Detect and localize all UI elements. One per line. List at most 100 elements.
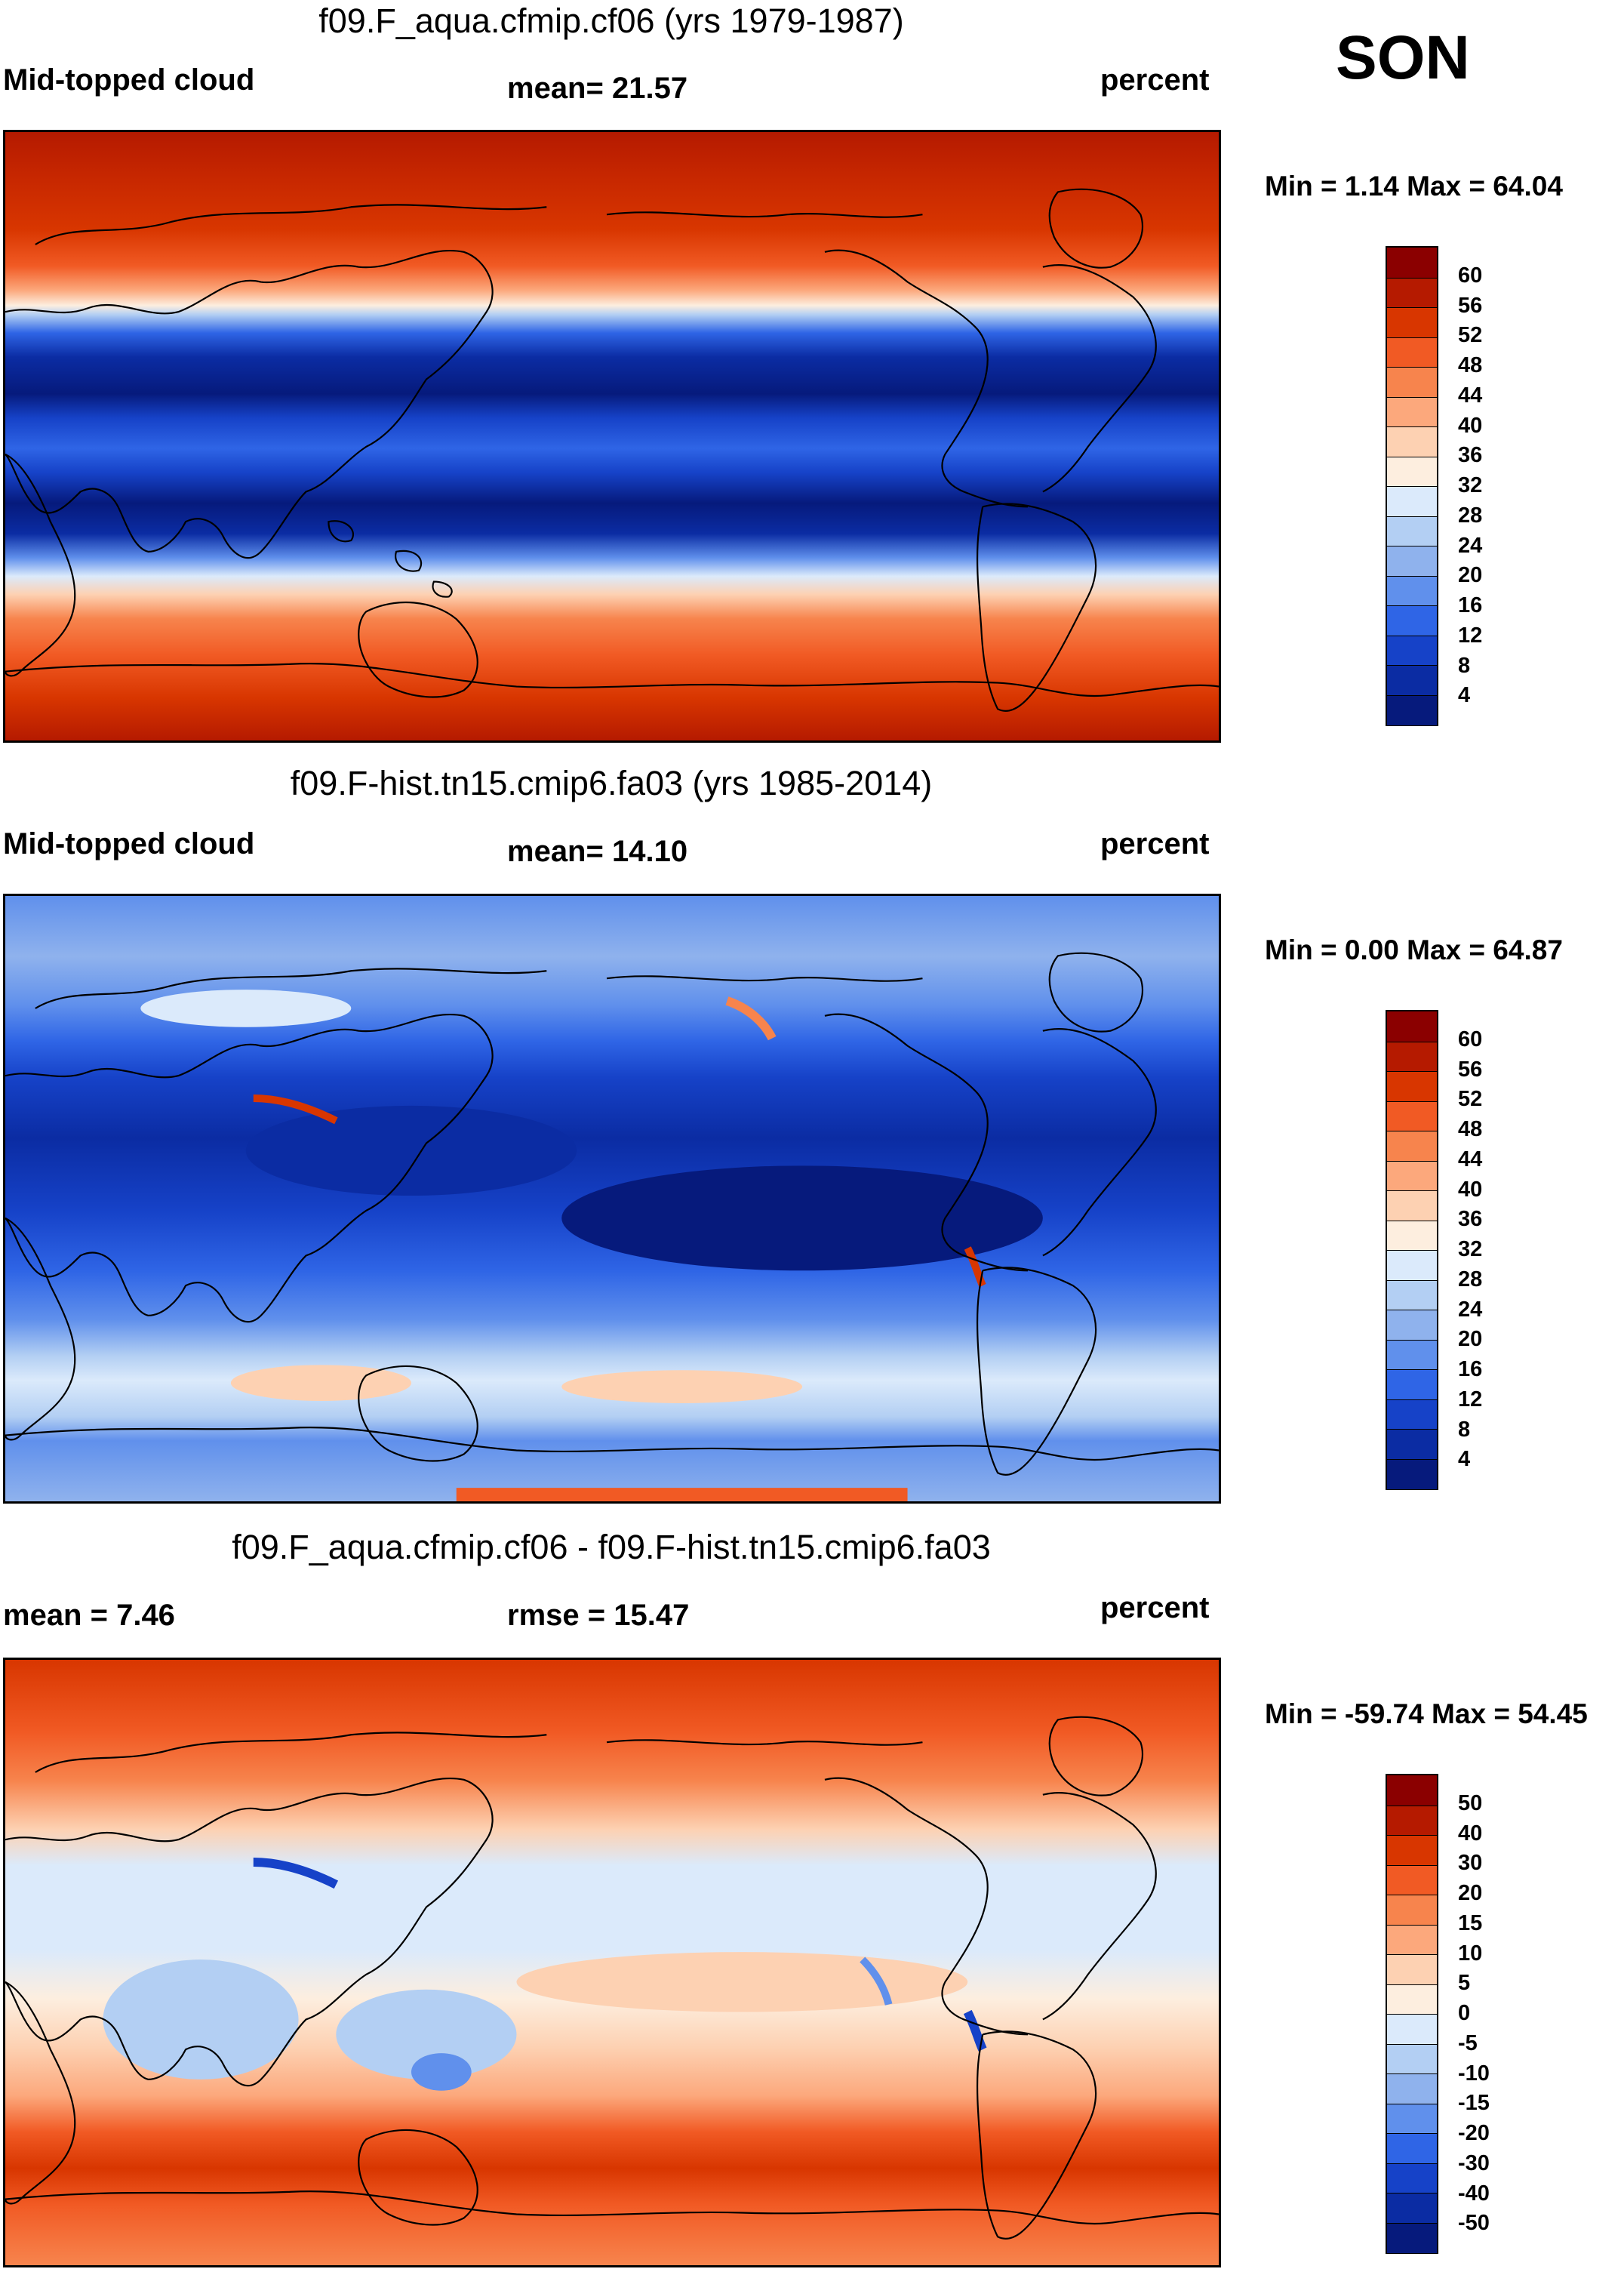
- colorbar-tick-label: -10: [1458, 2061, 1490, 2086]
- coastline-africa: [5, 1217, 76, 1441]
- colorbar-tick-label: -5: [1458, 2030, 1478, 2055]
- colorbar-tick-label: 52: [1458, 323, 1483, 348]
- colorbar-swatch: [1387, 456, 1437, 488]
- panel1-variable-label: Mid-topped cloud: [3, 63, 255, 97]
- colorbar-tick-label: 56: [1458, 1057, 1483, 1082]
- colorbar-swatch: [1387, 248, 1437, 278]
- coastline-north-america: [824, 1013, 1028, 1272]
- panel1-minmax: Min = 1.14 Max = 64.04: [1265, 171, 1563, 202]
- panel2-colorbar-ticks: 60 56 52 48 44 40 36 32 28 24 20 16 12 8 4: [1458, 1010, 1526, 1490]
- coastline-australia: [358, 2129, 478, 2226]
- panel3-colorbar: [1386, 1774, 1438, 2254]
- colorbar-tick-label: 36: [1458, 1207, 1483, 1232]
- colorbar-swatch: [1387, 546, 1437, 577]
- colorbar-swatch: [1387, 1835, 1437, 1866]
- coastline-greenland: [1048, 188, 1144, 269]
- colorbar-tick-label: 5: [1458, 1971, 1471, 1996]
- panel3-title: f09.F_aqua.cfmip.cf06 - f09.F-hist.tn15.…: [232, 1528, 991, 1566]
- colorbar-tick-label: 16: [1458, 593, 1483, 617]
- coastline-antarctica: [5, 663, 1219, 697]
- colorbar-swatch: [1387, 605, 1437, 636]
- coastline-antarctica: [5, 1427, 1219, 1461]
- colorbar-tick-label: 32: [1458, 1237, 1483, 1261]
- colorbar-swatch: [1387, 1190, 1437, 1221]
- colorbar-swatch: [1387, 1775, 1437, 1806]
- coastline-north-america-east: [1042, 1791, 1157, 2021]
- colorbar-swatch: [1387, 1041, 1437, 1073]
- panel1-title: f09.F_aqua.cfmip.cf06 (yrs 1979-1987): [318, 2, 904, 40]
- colorbar-tick-label: 48: [1458, 353, 1483, 377]
- colorbar-tick-label: 28: [1458, 503, 1483, 528]
- colorbar-tick-label: 40: [1458, 1177, 1483, 1202]
- panel2-mean-label: mean= 14.10: [507, 835, 688, 868]
- colorbar-tick-label: 12: [1458, 1387, 1483, 1412]
- panel3-units-label: percent: [1100, 1591, 1210, 1624]
- colorbar-tick-label: 50: [1458, 1790, 1483, 1815]
- panel2-variable-label: Mid-topped cloud: [3, 827, 255, 860]
- colorbar-swatch: [1387, 1984, 1437, 2015]
- colorbar-tick-label: 24: [1458, 1297, 1483, 1322]
- coastline-arctic: [35, 1732, 923, 1773]
- colorbar-swatch: [1387, 1071, 1437, 1102]
- panel1-colorbar-ticks: 60 56 52 48 44 40 36 32 28 24 20 16 12 8 4: [1458, 246, 1526, 726]
- coastline-greenland: [1048, 952, 1144, 1033]
- colorbar-swatch: [1387, 1369, 1437, 1400]
- colorbar-swatch: [1387, 486, 1437, 517]
- panel2-title: f09.F-hist.tn15.cmip6.fa03 (yrs 1985-201…: [290, 764, 933, 802]
- panel2-colorbar: [1386, 1010, 1438, 1490]
- coastline-north-america: [824, 1777, 1028, 2036]
- colorbar-swatch: [1387, 635, 1437, 667]
- colorbar-swatch: [1387, 1805, 1437, 1836]
- colorbar-swatch: [1387, 307, 1437, 338]
- colorbar-tick-label: 32: [1458, 473, 1483, 497]
- colorbar-swatch: [1387, 2014, 1437, 2045]
- colorbar-tick-label: 56: [1458, 293, 1483, 318]
- colorbar-swatch: [1387, 694, 1437, 726]
- panel2-minmax: Min = 0.00 Max = 64.87: [1265, 934, 1563, 965]
- coastline-eurasia: [5, 1778, 494, 2087]
- colorbar-tick-label: 4: [1458, 1447, 1471, 1472]
- colorbar-swatch: [1387, 2193, 1437, 2224]
- season-label: SON: [1336, 23, 1470, 92]
- coastline-africa: [5, 453, 76, 677]
- panel3-colorbar-ticks: 50 40 30 20 15 10 5 0 -5 -10 -15 -20 -30 -40 -50: [1458, 1774, 1526, 2254]
- colorbar-swatch: [1387, 2043, 1437, 2075]
- colorbar-tick-label: 28: [1458, 1267, 1483, 1291]
- panel1-mean-label: mean= 21.57: [507, 72, 688, 105]
- colorbar-tick-label: 12: [1458, 623, 1483, 648]
- colorbar-swatch: [1387, 1924, 1437, 1956]
- colorbar-tick-label: -30: [1458, 2150, 1490, 2175]
- colorbar-tick-label: 20: [1458, 1881, 1483, 1905]
- colorbar-tick-label: 60: [1458, 1027, 1483, 1051]
- panel1-units-label: percent: [1100, 63, 1210, 97]
- colorbar-tick-label: 8: [1458, 653, 1471, 678]
- colorbar-swatch: [1387, 2073, 1437, 2104]
- colorbar-tick-label: 20: [1458, 563, 1483, 588]
- colorbar-tick-label: 36: [1458, 443, 1483, 468]
- colorbar-swatch: [1387, 1339, 1437, 1371]
- colorbar-tick-label: 52: [1458, 1087, 1483, 1112]
- colorbar-tick-label: 0: [1458, 2001, 1471, 2025]
- coastline-arctic: [35, 968, 923, 1009]
- coastline-australia: [358, 1365, 478, 1462]
- colorbar-tick-label: 40: [1458, 1821, 1483, 1846]
- panel1-colorbar: [1386, 246, 1438, 726]
- colorbar-swatch: [1387, 396, 1437, 428]
- colorbar-tick-label: 60: [1458, 263, 1483, 288]
- coastline-eurasia: [5, 250, 494, 559]
- coastline-australia: [358, 601, 478, 698]
- colorbar-tick-label: 8: [1458, 1417, 1471, 1442]
- colorbar-tick-label: 40: [1458, 413, 1483, 438]
- colorbar-swatch: [1387, 1895, 1437, 1926]
- colorbar-swatch: [1387, 2222, 1437, 2254]
- colorbar-swatch: [1387, 1250, 1437, 1281]
- panel3-minmax: Min = -59.74 Max = 54.45: [1265, 1698, 1588, 1729]
- colorbar-swatch: [1387, 1429, 1437, 1460]
- colorbar-tick-label: 48: [1458, 1117, 1483, 1141]
- colorbar-tick-label: 10: [1458, 1941, 1483, 1966]
- panel1-map: [3, 130, 1221, 743]
- panel3-mean-label: mean = 7.46: [3, 1599, 175, 1632]
- colorbar-swatch: [1387, 1864, 1437, 1896]
- coastline-antarctica: [5, 2190, 1219, 2225]
- colorbar-tick-label: 44: [1458, 1147, 1483, 1171]
